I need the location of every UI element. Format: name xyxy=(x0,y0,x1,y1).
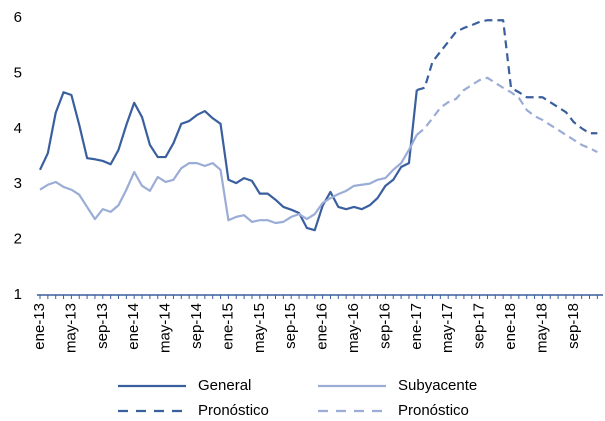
legend-label: Pronóstico xyxy=(398,402,469,419)
series-line xyxy=(416,76,598,154)
x-tick-label: ene-16 xyxy=(314,303,331,350)
y-tick-label: 4 xyxy=(14,120,22,137)
x-tick-label: ene-14 xyxy=(125,303,142,350)
x-tick-label: may-14 xyxy=(157,303,174,353)
series-line xyxy=(39,89,418,232)
legend-label: Pronóstico xyxy=(198,402,269,419)
x-tick-label: ene-15 xyxy=(219,303,236,350)
y-tick-label: 5 xyxy=(14,64,22,81)
y-tick-label: 2 xyxy=(14,231,22,248)
y-tick-label: 1 xyxy=(14,286,22,303)
x-tick-label: may-13 xyxy=(62,303,79,353)
x-tick-label: sep-14 xyxy=(188,303,205,349)
x-tick-label: sep-16 xyxy=(376,303,393,349)
x-tick-label: may-17 xyxy=(439,303,456,353)
x-tick-label: sep-18 xyxy=(565,303,582,349)
x-tick-label: ene-17 xyxy=(408,303,425,350)
series-line xyxy=(416,19,598,135)
x-tick-label: may-16 xyxy=(345,303,362,353)
y-tick-label: 3 xyxy=(14,175,22,192)
x-tick-label: ene-18 xyxy=(502,303,519,350)
x-tick-label: sep-13 xyxy=(94,303,111,349)
legend-label: General xyxy=(198,377,251,394)
x-tick-label: ene-13 xyxy=(31,303,48,350)
x-tick-label: sep-17 xyxy=(471,303,488,349)
y-tick-label: 6 xyxy=(14,9,22,26)
series-line xyxy=(39,134,418,225)
legend-label: Subyacente xyxy=(398,377,477,394)
x-tick-label: may-15 xyxy=(251,303,268,353)
x-tick-label: may-18 xyxy=(533,303,550,353)
x-tick-label: sep-15 xyxy=(282,303,299,349)
